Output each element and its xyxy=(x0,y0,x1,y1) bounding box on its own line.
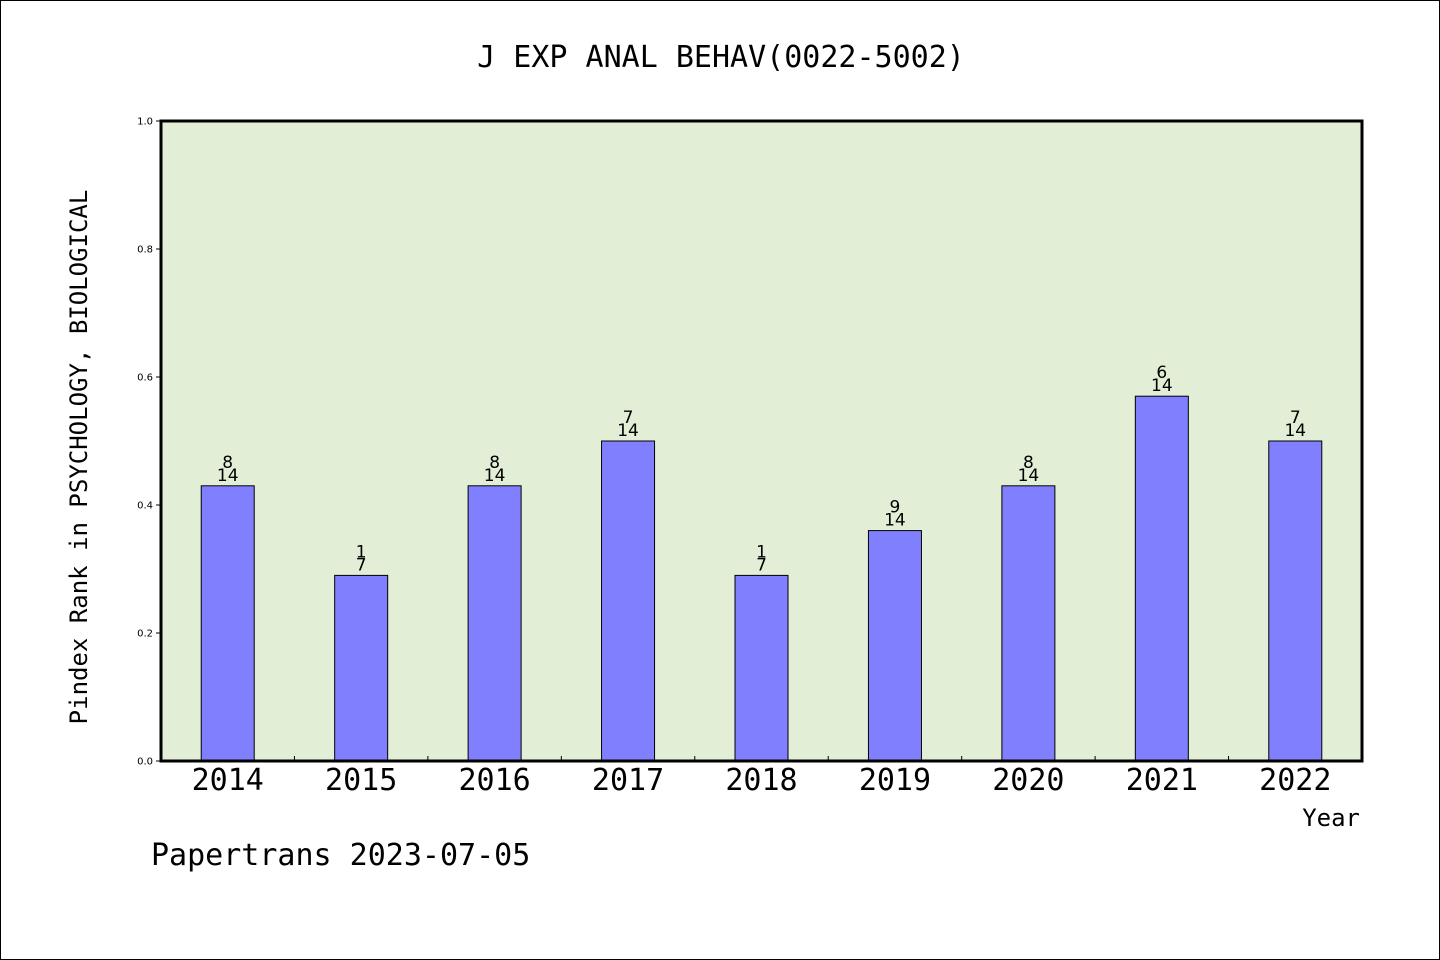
bar-2018 xyxy=(734,574,789,762)
rank-label: 8 xyxy=(489,453,500,473)
rank-label: 8 xyxy=(222,453,233,473)
bar-2015 xyxy=(334,574,389,762)
y-axis-ticks: 0.0 0.2 0.4 0.6 0.8 1.0 xyxy=(137,117,161,768)
plot-border xyxy=(159,119,1364,763)
bar-2021 xyxy=(1134,395,1189,762)
x-tick-label: 2020 xyxy=(992,763,1064,798)
x-tick-label: 2018 xyxy=(725,763,797,798)
rank-label: 9 xyxy=(890,498,901,518)
total-label: 14 xyxy=(617,421,639,441)
total-label: 14 xyxy=(484,466,506,486)
x-tick-label: 2017 xyxy=(592,763,664,798)
x-tick-label: 2014 xyxy=(192,763,264,798)
x-tick-label: 2022 xyxy=(1259,763,1331,798)
y-tick-label: 1.0 xyxy=(137,117,153,128)
x-tick-label: 2019 xyxy=(859,763,931,798)
bar-series xyxy=(200,395,1323,762)
y-tick-label: 0.6 xyxy=(137,373,153,384)
total-label: 14 xyxy=(884,511,906,531)
rank-label: 7 xyxy=(623,408,634,428)
bar-2020 xyxy=(1001,485,1056,762)
x-tick-label: 2016 xyxy=(458,763,530,798)
bar-2016 xyxy=(467,485,522,762)
total-label: 14 xyxy=(1018,466,1040,486)
x-axis-label: Year xyxy=(1302,804,1360,832)
x-tick-label: 2021 xyxy=(1126,763,1198,798)
footer-credit: Papertrans 2023-07-05 xyxy=(151,838,530,873)
total-label: 7 xyxy=(356,555,367,575)
total-label: 14 xyxy=(1151,376,1173,396)
total-label: 14 xyxy=(1284,421,1306,441)
bar-2017 xyxy=(601,440,656,762)
rank-label: 7 xyxy=(1290,408,1301,428)
bar-2022 xyxy=(1268,440,1323,762)
x-axis-ticks: 2014 2015 2016 2017 2018 2019 2020 2021 2022 xyxy=(192,756,1331,798)
rank-label: 8 xyxy=(1023,453,1034,473)
y-tick-label: 0.2 xyxy=(137,629,153,640)
x-tick-label: 2015 xyxy=(325,763,397,798)
chart-title: J EXP ANAL BEHAV(0022-5002) xyxy=(477,40,965,75)
bar-2019 xyxy=(867,530,922,762)
total-label: 7 xyxy=(756,555,767,575)
y-tick-label: 0.8 xyxy=(137,245,153,256)
rank-label: 1 xyxy=(356,542,367,562)
rank-label: 6 xyxy=(1156,363,1167,383)
y-axis-label: Pindex Rank in PSYCHOLOGY, BIOLOGICAL xyxy=(65,190,93,725)
y-tick-label: 0.0 xyxy=(137,757,153,768)
y-tick-label: 0.4 xyxy=(137,501,153,512)
total-label: 14 xyxy=(217,466,239,486)
rank-label: 1 xyxy=(756,542,767,562)
bar-2014 xyxy=(200,485,255,762)
